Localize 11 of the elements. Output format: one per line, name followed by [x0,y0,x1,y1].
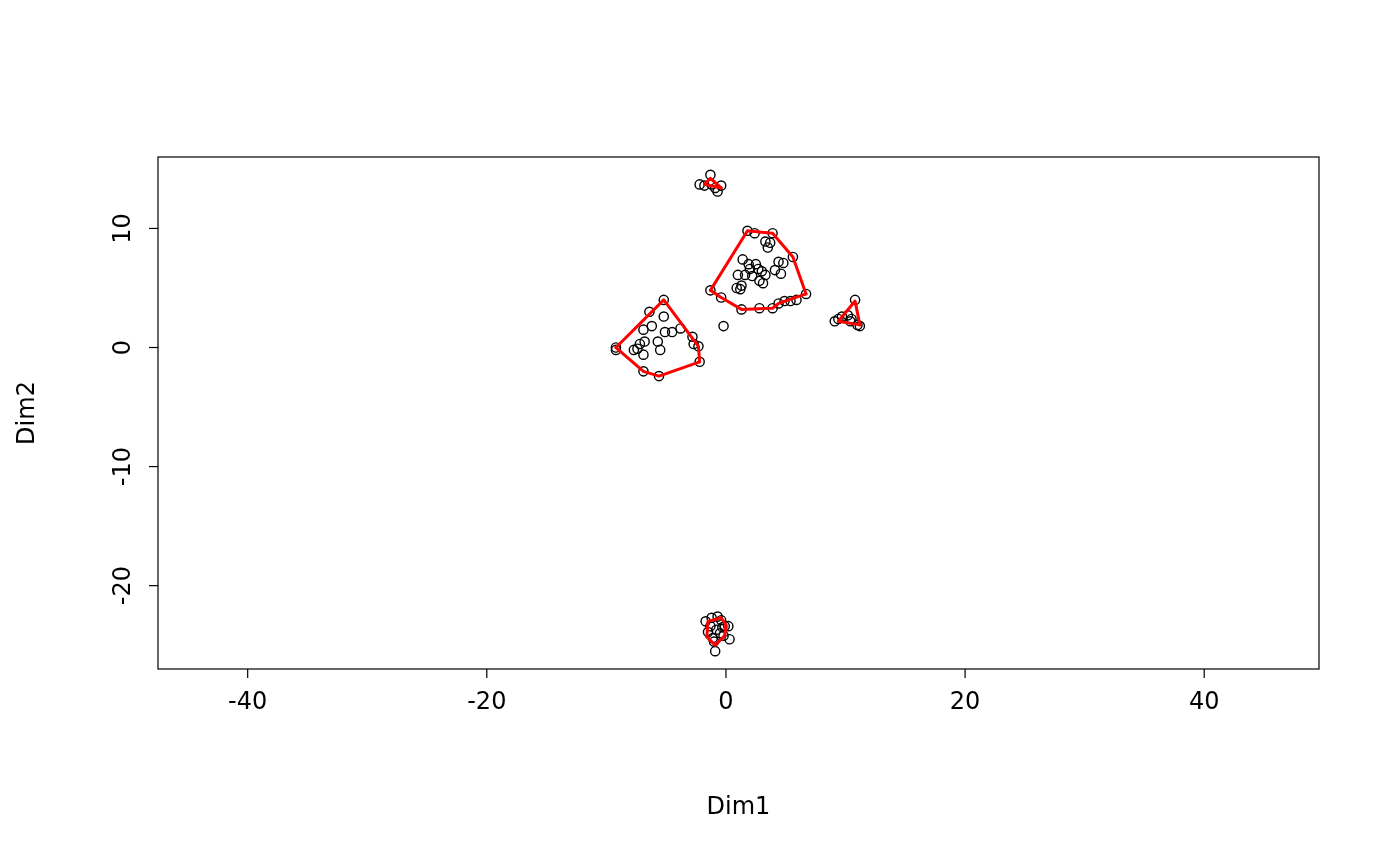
x-axis-title: Dim1 [706,792,771,820]
y-tick-label: 10 [108,213,136,244]
x-tick-label: 20 [949,687,981,715]
x-tick-label: -20 [467,687,507,715]
y-axis-title: Dim2 [12,381,40,445]
y-tick-label: -20 [108,566,136,606]
x-tick-label: 0 [718,687,734,715]
y-tick-label: -10 [108,446,136,487]
x-tick-label: -40 [228,687,268,715]
x-tick-label: 40 [1188,687,1220,715]
y-tick-label: 0 [108,339,136,356]
